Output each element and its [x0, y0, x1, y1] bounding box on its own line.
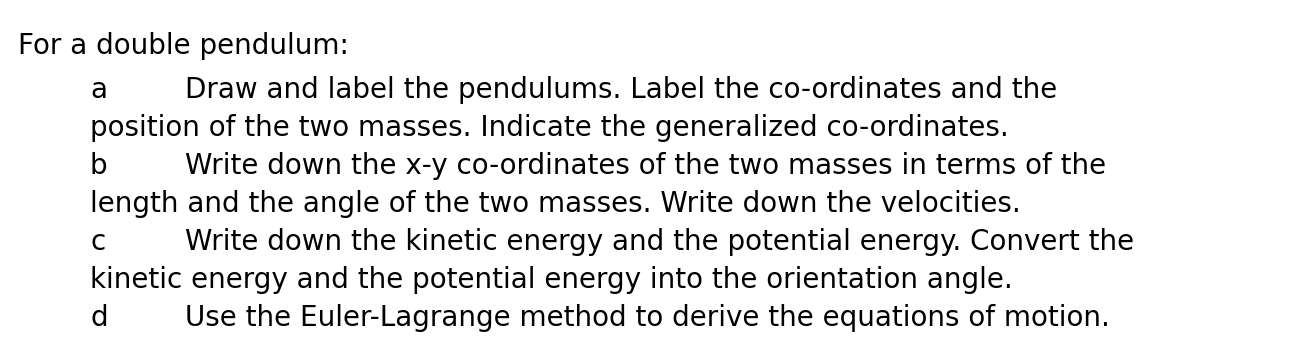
Text: For a double pendulum:: For a double pendulum: — [18, 32, 349, 60]
Text: Write down the x-y co-ordinates of the two masses in terms of the: Write down the x-y co-ordinates of the t… — [185, 152, 1106, 180]
Text: length and the angle of the two masses. Write down the velocities.: length and the angle of the two masses. … — [91, 190, 1020, 218]
Text: position of the two masses. Indicate the generalized co-ordinates.: position of the two masses. Indicate the… — [91, 114, 1008, 142]
Text: Draw and label the pendulums. Label the co-ordinates and the: Draw and label the pendulums. Label the … — [185, 76, 1057, 104]
Text: Write down the kinetic energy and the potential energy. Convert the: Write down the kinetic energy and the po… — [185, 228, 1134, 256]
Text: b: b — [91, 152, 108, 180]
Text: Use the Euler-Lagrange method to derive the equations of motion.: Use the Euler-Lagrange method to derive … — [185, 304, 1109, 332]
Text: kinetic energy and the potential energy into the orientation angle.: kinetic energy and the potential energy … — [91, 266, 1012, 294]
Text: c: c — [91, 228, 105, 256]
Text: a: a — [91, 76, 106, 104]
Text: d: d — [91, 304, 108, 332]
